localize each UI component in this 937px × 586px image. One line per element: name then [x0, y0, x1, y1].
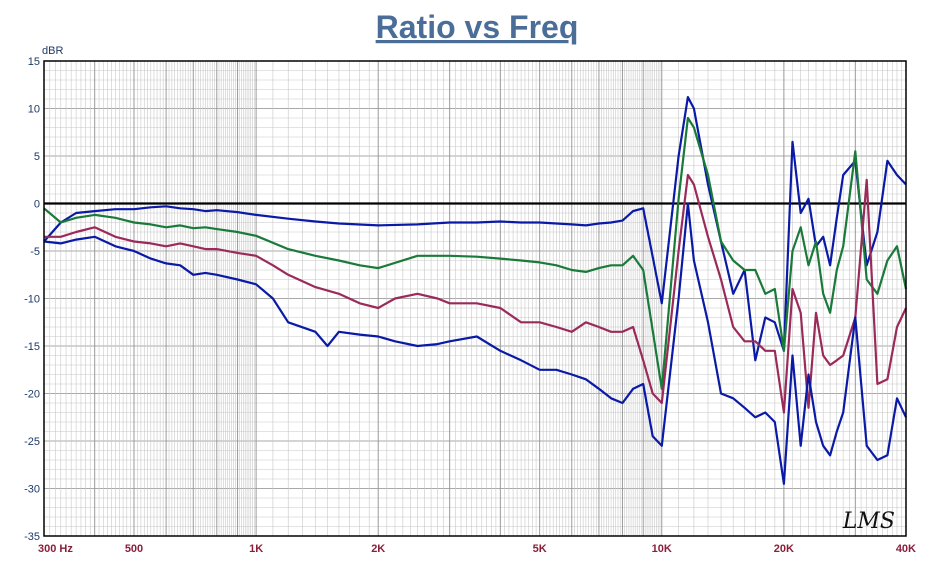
y-tick-label: -15	[24, 341, 40, 353]
series-line-3	[44, 173, 907, 414]
x-tick-label: 500	[125, 543, 143, 555]
x-tick-label: 10K	[652, 543, 672, 555]
y-axis-unit-label: dBR	[42, 45, 63, 57]
series-line-1	[43, 95, 907, 362]
plot-frame	[43, 60, 907, 537]
y-tick-label: 15	[28, 56, 40, 68]
y-tick-label: -30	[24, 484, 40, 496]
x-tick-label: 5K	[533, 543, 547, 555]
x-tick-label: 20K	[774, 543, 794, 555]
y-tick-label: -35	[24, 531, 40, 543]
y-tick-label: -5	[30, 246, 40, 258]
signature-watermark: LMS	[842, 509, 895, 534]
y-tick-label: 10	[28, 104, 40, 116]
y-tick-label: 0	[34, 199, 40, 211]
chart-title: Ratio vs Freq	[376, 9, 579, 45]
y-tick-label: 5	[34, 151, 40, 163]
y-tick-label: -25	[24, 436, 40, 448]
x-tick-label: 2K	[371, 543, 385, 555]
series-line-2	[43, 116, 908, 390]
x-tick-label: 1K	[249, 543, 263, 555]
x-tick-labels: 300 Hz 500 1K 2K 5K 10K 20K 40K	[38, 543, 916, 555]
series-lines	[43, 95, 908, 485]
x-tick-label: 40K	[896, 543, 916, 555]
x-tick-label: 300 Hz	[38, 543, 73, 555]
y-tick-label: -20	[24, 389, 40, 401]
y-tick-labels: 15 10 5 0 -5 -10 -15 -20 -25 -30 -35	[24, 56, 40, 543]
series-line-4	[43, 202, 907, 485]
y-tick-label: -10	[24, 294, 40, 306]
